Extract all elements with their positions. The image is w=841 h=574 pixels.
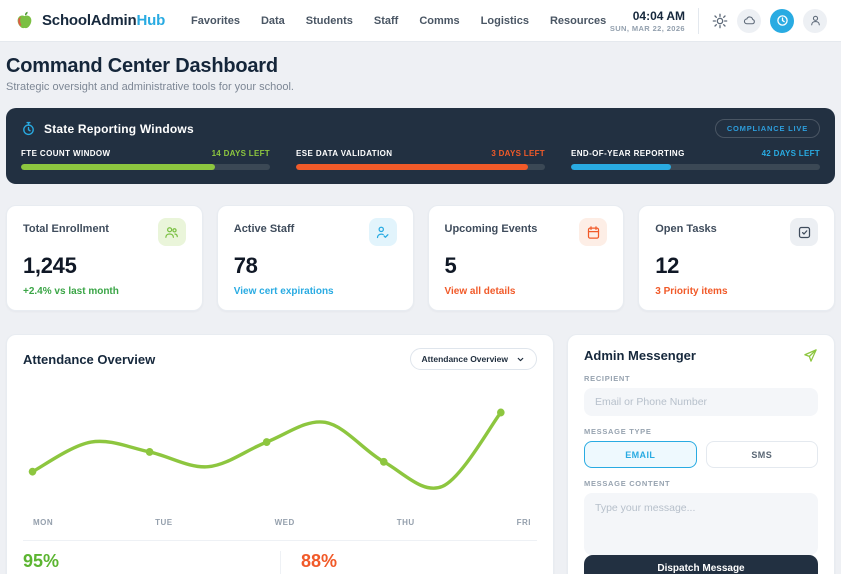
cloud-sync-icon[interactable]	[737, 8, 761, 33]
nav-item-resources[interactable]: Resources	[549, 14, 607, 27]
x-tick-mon: MON	[33, 518, 54, 527]
progress-fill	[296, 164, 528, 170]
window-label: FTE COUNT WINDOW	[21, 149, 111, 158]
state-reporting-panel: State Reporting Windows COMPLIANCE LIVE …	[6, 108, 835, 184]
stat-value: 1,245	[23, 253, 77, 278]
x-tick-tue: TUE	[155, 518, 173, 527]
avg-daily-stat: 88% AVG DAILY	[280, 551, 537, 574]
compliance-live-badge[interactable]: COMPLIANCE LIVE	[714, 119, 820, 138]
stat-card-total-enrollment: Total Enrollment 1,245 +2.4% vs last mon…	[6, 205, 203, 311]
stat-value: 5	[444, 253, 457, 278]
message-content-textarea[interactable]	[584, 493, 818, 555]
reporting-panel-title: State Reporting Windows	[44, 121, 194, 136]
stat-label: Active Staff	[233, 223, 295, 235]
nav-item-staff[interactable]: Staff	[373, 14, 399, 27]
page-subtitle: Strategic oversight and administrative t…	[6, 81, 294, 93]
chevron-down-icon	[516, 355, 525, 364]
progress-track	[296, 164, 545, 170]
recipient-label: RECIPIENT	[584, 374, 631, 383]
x-tick-fri: FRI	[516, 518, 531, 527]
current-date: SUN, MAR 22, 2026	[609, 23, 685, 33]
calendar-icon	[579, 218, 608, 246]
x-tick-wed: WED	[274, 518, 295, 527]
stat-label: Total Enrollment	[23, 223, 109, 235]
attendance-view-dropdown[interactable]: Attendance Overview	[409, 348, 537, 370]
attendance-card-title: Attendance Overview	[23, 351, 156, 367]
stat-label: Upcoming Events	[444, 223, 538, 235]
brand-name: SchoolAdminHub	[42, 12, 166, 29]
theme-sun-icon[interactable]	[712, 13, 728, 29]
nav-item-logistics[interactable]: Logistics	[480, 14, 529, 27]
kpi-cards-row: Total Enrollment 1,245 +2.4% vs last mon…	[6, 205, 835, 311]
present-percentage: 95%	[23, 551, 60, 571]
recipient-input[interactable]	[584, 388, 818, 416]
window-label: END-OF-YEAR REPORTING	[571, 149, 685, 158]
stat-card-active-staff: Active Staff 78 View cert expirations	[216, 205, 414, 311]
email-type-button[interactable]: EMAIL	[584, 441, 697, 468]
top-nav-bar: SchoolAdminHub Favorites Data Students S…	[0, 0, 841, 42]
stat-card-open-tasks: Open Tasks 12 3 Priority items	[638, 205, 835, 311]
current-time: 04:04 AM	[632, 8, 685, 23]
stat-value: 12	[655, 253, 680, 278]
stat-link-cert-expirations[interactable]: View cert expirations	[233, 286, 334, 297]
chart-x-axis-labels: MON TUE WED THU FRI	[23, 518, 537, 527]
message-type-label: MESSAGE TYPE	[584, 427, 652, 436]
user-profile-icon[interactable]	[803, 8, 827, 33]
stat-link-view-details[interactable]: View all details	[444, 286, 516, 297]
nav-item-data[interactable]: Data	[260, 14, 285, 27]
avg-daily-percentage: 88%	[301, 551, 338, 571]
nav-item-students[interactable]: Students	[305, 14, 353, 27]
clock-icon[interactable]	[770, 8, 794, 33]
message-type-toggle: EMAIL SMS	[584, 441, 818, 468]
stat-card-upcoming-events: Upcoming Events 5 View all details	[427, 205, 625, 311]
stat-value: 78	[233, 253, 258, 278]
progress-fill	[21, 164, 216, 170]
progress-fill	[571, 164, 671, 170]
admin-messenger-card: Admin Messenger RECIPIENT MESSAGE TYPE E…	[567, 334, 835, 574]
page-title: Command Center Dashboard	[6, 55, 278, 77]
staff-check-icon	[368, 218, 397, 246]
apple-logo-icon	[17, 11, 32, 29]
window-days-left: 14 DAYS LEFT	[211, 149, 270, 158]
nav-item-favorites[interactable]: Favorites	[191, 14, 240, 27]
progress-track	[571, 164, 820, 170]
progress-track	[21, 164, 270, 170]
attendance-line-chart	[23, 378, 537, 516]
stat-subtext: +2.4% vs last month	[23, 286, 119, 297]
stopwatch-icon	[21, 121, 36, 136]
clock-display: 04:04 AM SUN, MAR 22, 2026	[610, 9, 685, 33]
reporting-window-ese: ESE DATA VALIDATION 3 DAYS LEFT	[296, 149, 545, 170]
reporting-window-fte: FTE COUNT WINDOW 14 DAYS LEFT	[21, 149, 270, 170]
stat-label: Open Tasks	[655, 223, 717, 235]
main-nav: Favorites Data Students Staff Comms Logi…	[191, 15, 606, 27]
tasks-icon	[790, 218, 818, 246]
present-stat: 95% PRESENT	[23, 551, 280, 574]
paper-plane-icon[interactable]	[803, 348, 818, 363]
x-tick-thu: THU	[396, 518, 415, 527]
line-chart-svg	[28, 408, 505, 490]
window-label: ESE DATA VALIDATION	[296, 149, 393, 158]
brand-logo[interactable]: SchoolAdminHub	[14, 10, 165, 31]
attendance-overview-card: Attendance Overview Attendance Overview …	[6, 334, 554, 574]
header-divider	[698, 7, 699, 34]
users-icon	[157, 218, 186, 246]
stat-priority-items[interactable]: 3 Priority items	[655, 286, 728, 297]
window-days-left: 42 DAYS LEFT	[761, 149, 820, 158]
dispatch-message-button[interactable]: Dispatch Message	[584, 555, 818, 574]
reporting-window-eoy: END-OF-YEAR REPORTING 42 DAYS LEFT	[571, 149, 820, 170]
dropdown-selected-value: Attendance Overview	[421, 354, 508, 364]
window-days-left: 3 DAYS LEFT	[491, 149, 545, 158]
sms-type-button[interactable]: SMS	[705, 441, 818, 468]
nav-item-comms[interactable]: Comms	[419, 14, 460, 27]
attendance-footer-divider	[23, 540, 537, 541]
messenger-card-title: Admin Messenger	[584, 348, 696, 363]
message-content-label: MESSAGE CONTENT	[584, 479, 671, 488]
